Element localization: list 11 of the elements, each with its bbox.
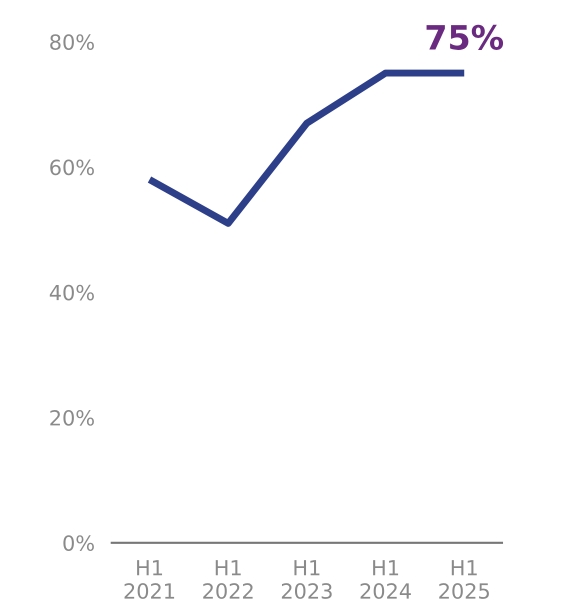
y-tick-label: 80% xyxy=(50,34,94,50)
y-tick-label: 20% xyxy=(50,410,94,426)
y-tick-label: 0% xyxy=(63,535,94,551)
x-tick-label: H1 2022 xyxy=(203,560,253,599)
annotation: 75% xyxy=(426,24,504,50)
y-tick-label: 40% xyxy=(50,284,94,300)
y-tick-label: 60% xyxy=(50,159,94,176)
x-tick-label: H1 2024 xyxy=(360,560,411,599)
x-tick-label: H1 2021 xyxy=(124,560,174,599)
x-tick-label: H1 2025 xyxy=(439,560,489,599)
x-tick-label: H1 2023 xyxy=(282,560,332,599)
